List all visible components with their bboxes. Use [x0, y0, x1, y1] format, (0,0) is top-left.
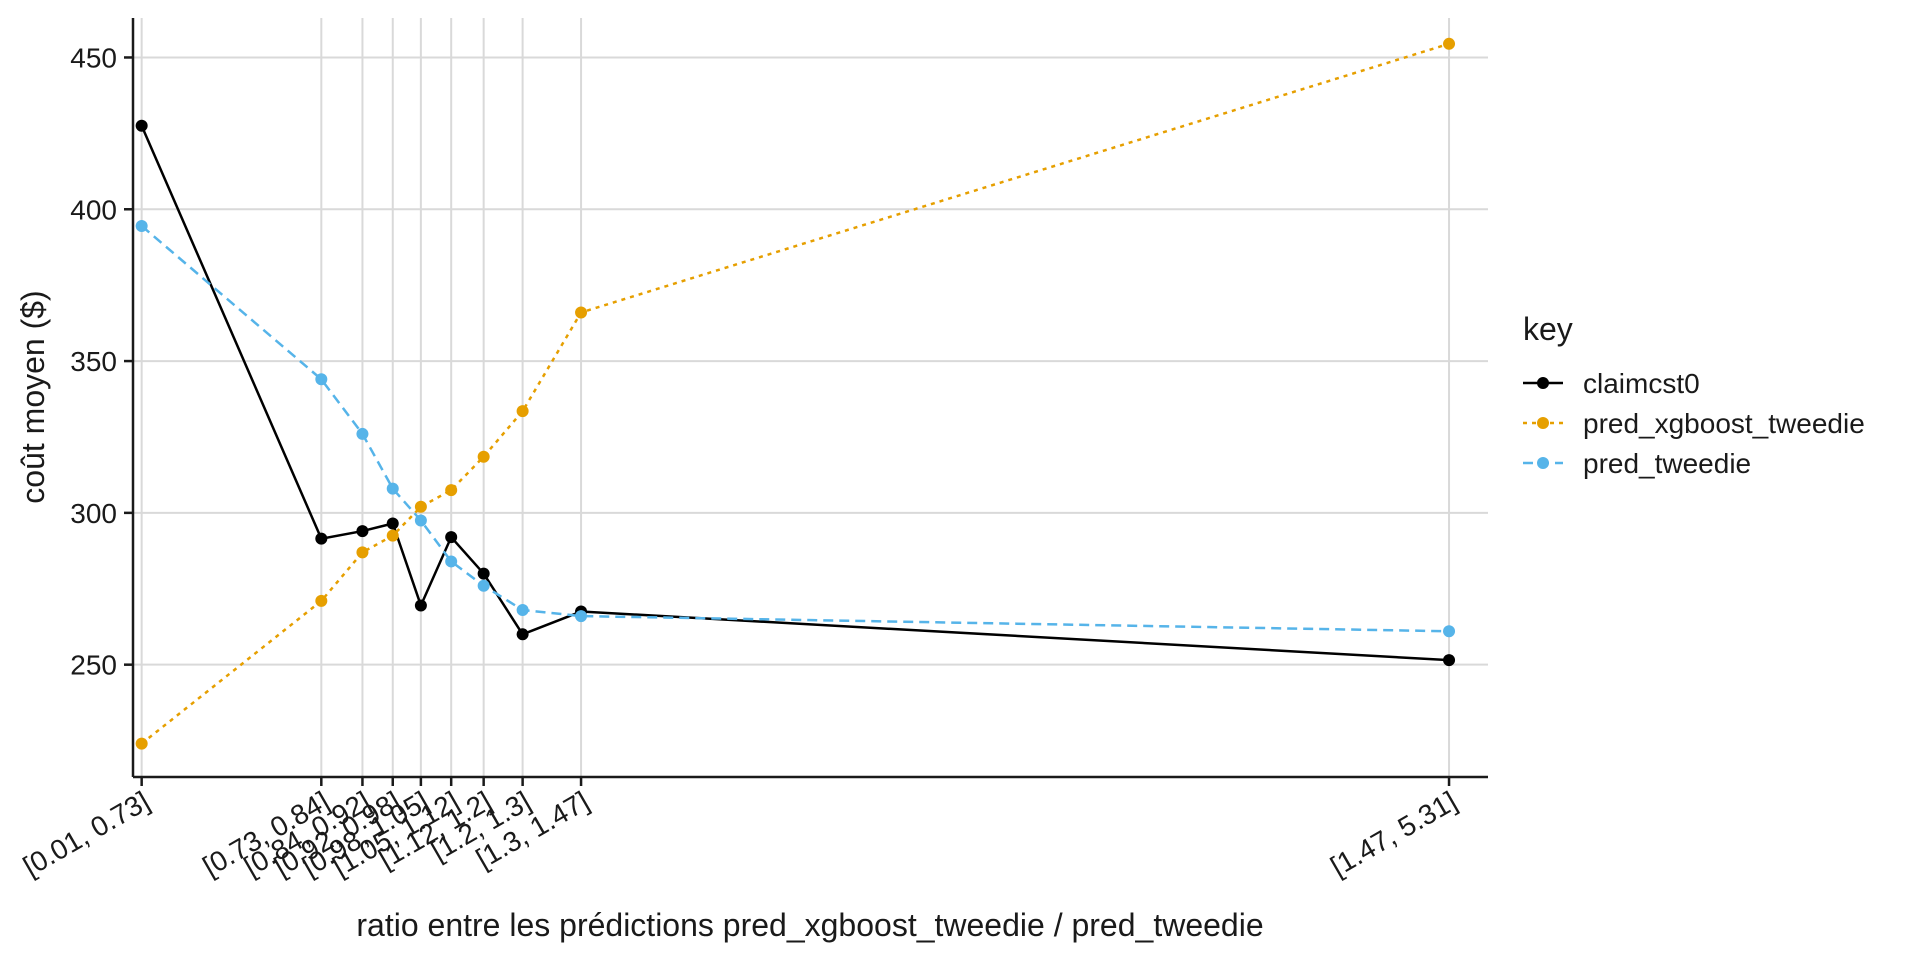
data-point-pred-xgboost-tweedie — [356, 546, 369, 559]
data-point-claimcst0 — [445, 531, 458, 544]
data-point-pred-xgboost-tweedie — [414, 500, 427, 513]
data-point-claimcst0 — [516, 628, 529, 641]
data-point-claimcst0 — [135, 119, 148, 132]
data-point-pred-tweedie — [386, 482, 399, 495]
y-tick-label: 350 — [70, 346, 117, 377]
data-point-pred-tweedie — [477, 579, 490, 592]
data-point-pred-xgboost-tweedie — [477, 450, 490, 463]
data-point-pred-tweedie — [1443, 625, 1456, 638]
x-axis-title: ratio entre les prédictions pred_xgboost… — [356, 907, 1263, 943]
legend: key claimcst0 pred_xgboost_tweedie pred_tw… — [1523, 311, 1865, 479]
data-point-pred-xgboost-tweedie — [575, 306, 588, 319]
series-line-claimcst0 — [140, 125, 1450, 662]
series-line-pred-tweedie — [140, 225, 1450, 633]
data-point-claimcst0 — [414, 599, 427, 612]
data-point-pred-xgboost-tweedie — [445, 484, 458, 497]
data-point-pred-xgboost-tweedie — [315, 594, 328, 607]
data-point-claimcst0 — [356, 525, 369, 538]
data-point-claimcst0 — [477, 567, 490, 580]
gridlines — [133, 18, 1488, 777]
data-point-pred-tweedie — [135, 219, 148, 232]
x-tick-label: [0.01, 0.73] — [18, 785, 155, 882]
axes — [131, 18, 1488, 779]
series-lines — [135, 37, 1456, 750]
x-tick-label: [1.47, 5.31] — [1325, 785, 1462, 882]
data-point-claimcst0 — [386, 517, 399, 530]
data-point-pred-tweedie — [356, 427, 369, 440]
data-point-pred-tweedie — [445, 555, 458, 568]
y-tick-label: 300 — [70, 498, 117, 529]
data-point-pred-xgboost-tweedie — [1443, 37, 1456, 50]
legend-key-point — [1537, 457, 1549, 469]
data-point-pred-xgboost-tweedie — [386, 529, 399, 542]
data-point-pred-tweedie — [516, 604, 529, 617]
data-point-claimcst0 — [1443, 654, 1456, 667]
data-point-pred-xgboost-tweedie — [135, 737, 148, 750]
legend-label-claimcst0: claimcst0 — [1583, 368, 1700, 399]
legend-title: key — [1523, 311, 1573, 347]
legend-label-pred-tweedie: pred_tweedie — [1583, 448, 1751, 479]
series-line-pred-xgboost-tweedie — [140, 42, 1450, 745]
data-point-pred-xgboost-tweedie — [516, 405, 529, 418]
legend-key-point — [1537, 417, 1549, 429]
y-axis-title: coût moyen ($) — [15, 290, 51, 503]
legend-label-pred-xgboost-tweedie: pred_xgboost_tweedie — [1583, 408, 1865, 439]
data-point-pred-tweedie — [414, 514, 427, 527]
data-point-pred-tweedie — [315, 373, 328, 386]
data-point-pred-tweedie — [575, 610, 588, 623]
y-tick-label: 250 — [70, 650, 117, 681]
data-point-claimcst0 — [315, 532, 328, 545]
y-tick-label: 450 — [70, 42, 117, 73]
y-tick-label: 400 — [70, 194, 117, 225]
legend-key-point — [1537, 377, 1549, 389]
